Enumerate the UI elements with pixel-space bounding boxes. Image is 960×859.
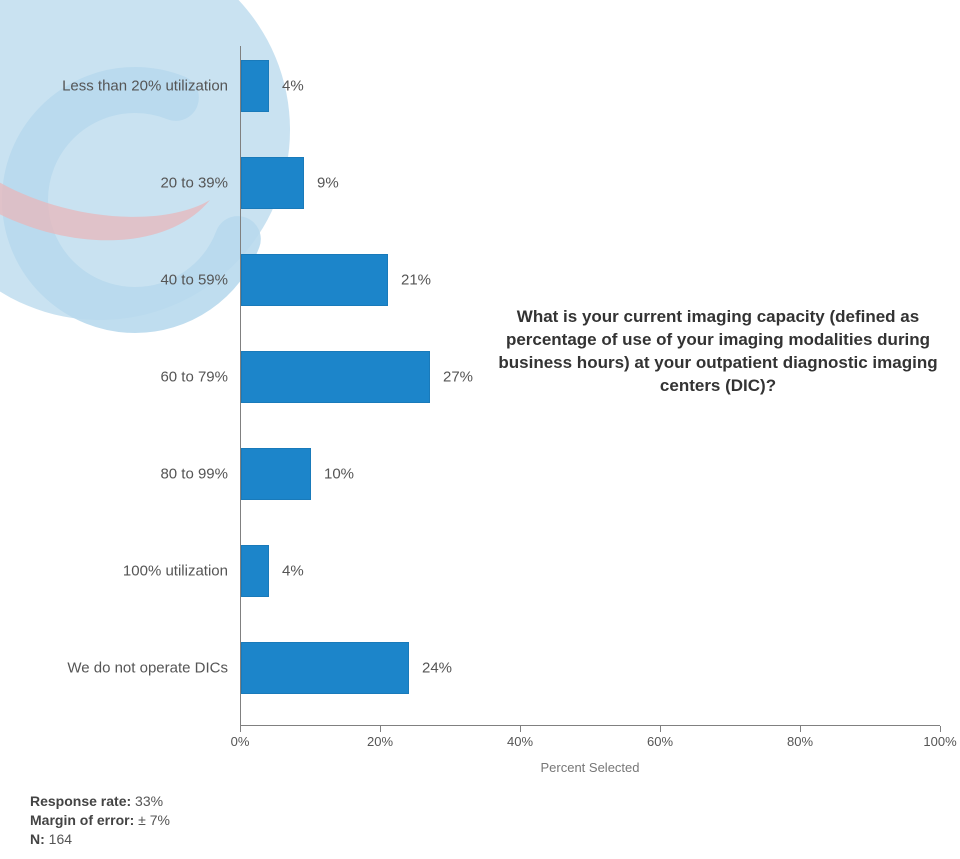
x-tick	[520, 726, 521, 732]
category-label: 20 to 39%	[8, 175, 228, 192]
category-label: 40 to 59%	[8, 272, 228, 289]
bar	[241, 351, 430, 403]
bar-value-label: 21%	[401, 272, 431, 289]
bar-value-label: 4%	[282, 563, 304, 580]
footer-margin-of-error: Margin of error: ± 7%	[30, 811, 170, 830]
bar-value-label: 27%	[443, 369, 473, 386]
x-tick-label: 20%	[367, 734, 393, 749]
footer-margin-of-error-label: Margin of error:	[30, 812, 134, 828]
x-tick-label: 100%	[923, 734, 956, 749]
footer-response-rate-label: Response rate:	[30, 793, 131, 809]
x-axis-title: Percent Selected	[540, 760, 639, 775]
x-tick-label: 0%	[231, 734, 250, 749]
bar	[241, 60, 269, 112]
bar-value-label: 4%	[282, 78, 304, 95]
footer-n-label: N:	[30, 831, 45, 847]
footer-n-value: 164	[49, 831, 72, 847]
category-label: We do not operate DICs	[8, 660, 228, 677]
footer-margin-of-error-value: ± 7%	[138, 812, 170, 828]
x-tick-label: 80%	[787, 734, 813, 749]
bar-row: 9%20 to 39%	[240, 157, 940, 209]
bar-value-label: 10%	[324, 466, 354, 483]
footer-n: N: 164	[30, 830, 170, 849]
category-label: 80 to 99%	[8, 466, 228, 483]
footer-stats: Response rate: 33% Margin of error: ± 7%…	[30, 792, 170, 849]
x-tick	[660, 726, 661, 732]
x-tick	[240, 726, 241, 732]
x-tick	[940, 726, 941, 732]
bar-row: 4%100% utilization	[240, 545, 940, 597]
bar	[241, 448, 311, 500]
footer-response-rate-value: 33%	[135, 793, 163, 809]
bar-row: 4%Less than 20% utilization	[240, 60, 940, 112]
x-tick	[380, 726, 381, 732]
bar-value-label: 9%	[317, 175, 339, 192]
x-tick	[800, 726, 801, 732]
bar-row: 21%40 to 59%	[240, 254, 940, 306]
chart-container: Percent Selected 0%20%40%60%80%100%4%Les…	[0, 0, 960, 859]
bar	[241, 642, 409, 694]
bar-value-label: 24%	[422, 660, 452, 677]
category-label: 60 to 79%	[8, 369, 228, 386]
category-label: Less than 20% utilization	[8, 78, 228, 95]
bar-row: 10%80 to 99%	[240, 448, 940, 500]
bar	[241, 157, 304, 209]
bar	[241, 545, 269, 597]
footer-response-rate: Response rate: 33%	[30, 792, 170, 811]
bar-row: 24%We do not operate DICs	[240, 642, 940, 694]
x-axis-line	[240, 725, 940, 726]
x-tick-label: 40%	[507, 734, 533, 749]
chart-question: What is your current imaging capacity (d…	[498, 306, 938, 398]
bar	[241, 254, 388, 306]
x-tick-label: 60%	[647, 734, 673, 749]
category-label: 100% utilization	[8, 563, 228, 580]
